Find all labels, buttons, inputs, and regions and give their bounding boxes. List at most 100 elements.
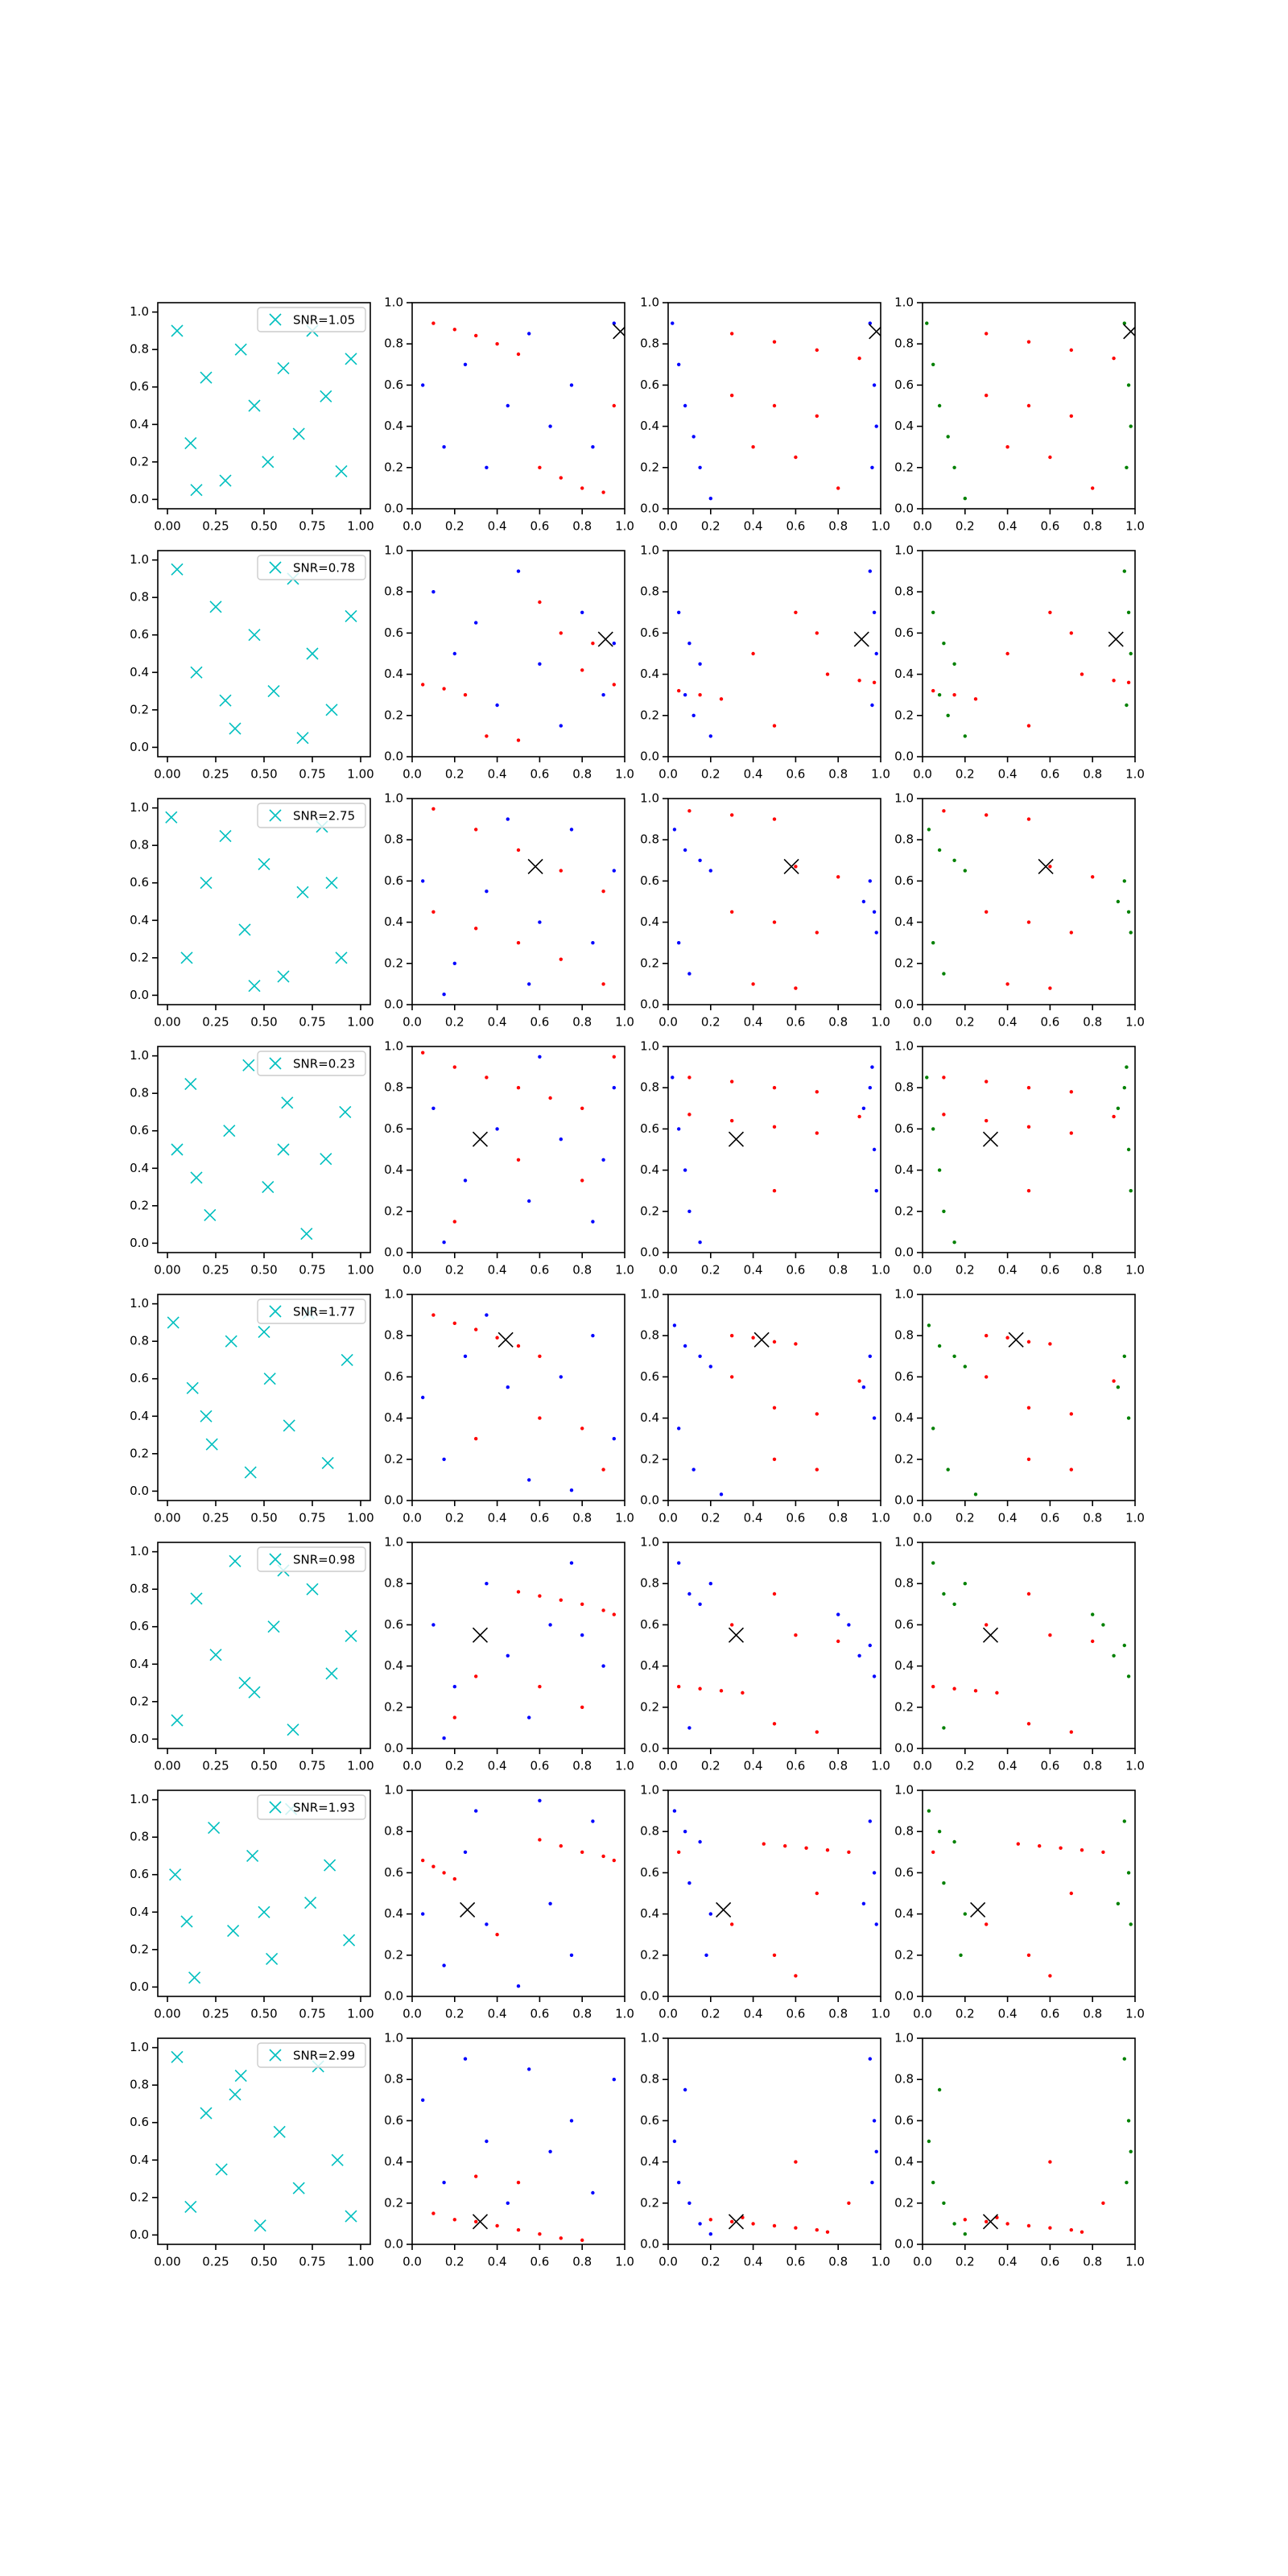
point (687, 809, 691, 813)
point (516, 352, 521, 357)
x-tick-label: 1.0 (871, 519, 890, 534)
point (677, 1426, 681, 1430)
point (985, 1922, 989, 1926)
y-tick-label: 0.2 (384, 1947, 403, 1962)
point (227, 1924, 240, 1938)
point (1122, 1354, 1127, 1359)
point (937, 693, 942, 697)
point (872, 383, 877, 387)
y-tick-label: 1.0 (384, 1783, 403, 1798)
plot-area (671, 1065, 878, 1245)
point (485, 465, 489, 469)
point (442, 1871, 446, 1875)
point (1048, 1633, 1052, 1637)
y-tick-label: 0.8 (894, 1080, 914, 1095)
point (1026, 1125, 1031, 1129)
point (169, 1868, 182, 1881)
y-tick-label: 0.2 (384, 1699, 403, 1714)
plot-area (927, 1323, 1131, 1496)
point (1123, 324, 1135, 340)
point (698, 2222, 702, 2226)
point (171, 2050, 184, 2063)
point (538, 465, 542, 469)
point (277, 1143, 290, 1156)
y-tick-label: 0.4 (894, 1906, 914, 1921)
point (306, 1583, 319, 1596)
point (874, 651, 878, 656)
plot-area (925, 321, 1135, 501)
x-tick-label: 0.4 (998, 1759, 1018, 1773)
point (612, 1612, 616, 1616)
point (612, 683, 616, 687)
point (1005, 2222, 1009, 2226)
point (772, 817, 777, 821)
x-tick-label: 0.6 (530, 1511, 549, 1525)
point (320, 1153, 332, 1166)
point (1122, 1086, 1127, 1090)
point (209, 601, 222, 613)
point (1005, 651, 1009, 656)
point (952, 858, 956, 863)
x-tick-label: 0.4 (744, 1263, 763, 1278)
x-tick-label: 0.8 (572, 767, 592, 782)
x-tick-label: 0.6 (530, 1263, 549, 1278)
point (1048, 1974, 1052, 1978)
point (1069, 1131, 1074, 1135)
point (708, 1364, 712, 1368)
point (463, 362, 468, 366)
point (485, 1075, 489, 1080)
point (421, 1051, 425, 1055)
point (495, 1127, 499, 1131)
point (200, 2107, 213, 2120)
x-tick-label: 0.8 (572, 519, 592, 534)
point (516, 1984, 521, 1988)
x-tick-label: 0.6 (530, 2007, 549, 2021)
x-tick-label: 0.6 (530, 2255, 549, 2269)
y-tick-label: 0.0 (130, 1979, 149, 1994)
y-tick-label: 1.0 (384, 791, 403, 806)
x-tick-label: 0.6 (786, 1759, 805, 1773)
y-tick-label: 0.0 (640, 1245, 659, 1260)
y-tick-label: 0.0 (640, 502, 659, 516)
point (683, 2087, 687, 2092)
point (1016, 1842, 1021, 1846)
x-tick-label: 0.8 (828, 767, 848, 782)
x-tick-label: 0.4 (488, 1511, 507, 1525)
x-tick-label: 0.2 (701, 1263, 720, 1278)
axes-frame (157, 798, 371, 1005)
point (442, 1241, 446, 1245)
point (516, 848, 521, 852)
point (836, 486, 840, 490)
y-tick-label: 0.4 (640, 1410, 659, 1425)
x-tick-label: 0.0 (658, 1263, 678, 1278)
point (942, 1591, 946, 1596)
point (335, 952, 348, 964)
y-tick-label: 0.0 (640, 1493, 659, 1508)
y-tick-label: 0.6 (130, 1123, 149, 1137)
point (794, 455, 798, 460)
y-tick-label: 0.8 (894, 2072, 914, 2087)
y-tick-label: 0.6 (894, 625, 914, 640)
point (538, 1838, 542, 1842)
point (345, 609, 357, 623)
point (794, 1974, 798, 1978)
point (815, 1730, 819, 1734)
point (825, 2230, 830, 2234)
subplot: 0.0 0.2 0.4 0.6 0.8 1.0 0.0 0.2 0.4 0.6 0.8 1.0 (894, 1783, 1145, 2021)
x-tick-label: 0.4 (488, 1263, 507, 1278)
point (959, 1953, 963, 1957)
point (931, 1561, 935, 1565)
point (870, 703, 874, 708)
y-tick-label: 1.0 (130, 800, 149, 815)
y-tick-label: 0.0 (640, 2237, 659, 2252)
point (872, 910, 877, 914)
point (672, 1323, 677, 1327)
x-tick-label: 0.4 (744, 2255, 763, 2269)
x-tick-label: 0.6 (1040, 2255, 1059, 2269)
legend-box (257, 1051, 366, 1076)
point (229, 722, 242, 735)
y-tick-label: 0.6 (384, 873, 403, 888)
axes-frame (667, 1790, 881, 1997)
axes-frame (411, 550, 625, 758)
point (516, 941, 521, 945)
